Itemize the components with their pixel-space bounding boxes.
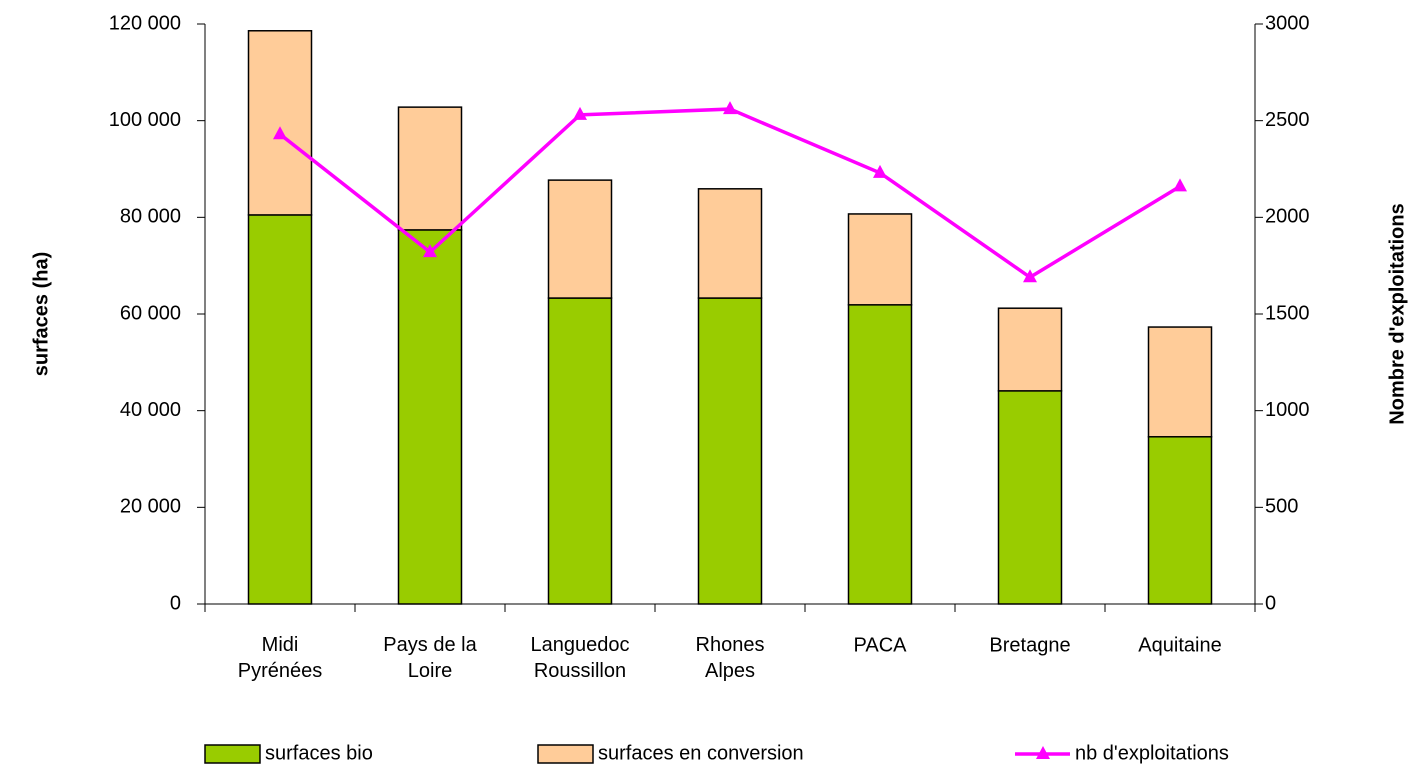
bar [847, 304, 913, 605]
bar [847, 213, 913, 306]
y-tick-label: 80 000 [120, 206, 181, 228]
y-tick-label: 60 000 [120, 302, 181, 324]
y2-tick-label: 500 [1265, 496, 1298, 518]
y2-tick-label: 0 [1265, 592, 1276, 614]
y-tick-label: 100 000 [109, 109, 181, 131]
x-tick-label: PACA [854, 634, 908, 656]
legend-label: nb d'exploitations [1075, 742, 1229, 764]
line-marker [1173, 178, 1187, 192]
line-marker [873, 164, 887, 178]
y-axis-title: surfaces (ha) [30, 252, 52, 377]
line-marker [1023, 269, 1037, 283]
bar [247, 30, 313, 216]
y2-tick-label: 1000 [1265, 399, 1310, 421]
legend-swatch [204, 744, 261, 764]
bar [1147, 326, 1213, 438]
bar [697, 188, 763, 299]
bar [547, 179, 613, 299]
bar [397, 106, 463, 231]
line-marker [573, 106, 587, 120]
x-tick-label: Midi Pyrénées [238, 634, 323, 682]
y2-tick-label: 2500 [1265, 109, 1310, 131]
line-marker [273, 126, 287, 140]
bar [997, 307, 1063, 392]
line-marker [723, 101, 737, 115]
x-tick-label: Bretagne [989, 634, 1070, 656]
legend-label: surfaces bio [265, 742, 373, 764]
y-tick-label: 0 [170, 592, 181, 614]
bar [247, 214, 313, 605]
line-marker [423, 244, 437, 258]
y-tick-label: 40 000 [120, 399, 181, 421]
legend-label: surfaces en conversion [598, 742, 804, 764]
y2-tick-label: 1500 [1265, 302, 1310, 324]
bar [1147, 436, 1213, 605]
y-tick-label: 20 000 [120, 496, 181, 518]
y2-tick-label: 2000 [1265, 206, 1310, 228]
y-tick-label: 120 000 [109, 12, 181, 34]
bar [997, 390, 1063, 605]
y2-axis-title: Nombre d'exploitations [1386, 203, 1408, 424]
bar [697, 297, 763, 605]
y2-tick-label: 3000 [1265, 12, 1310, 34]
bar [397, 229, 463, 605]
x-tick-label: Pays de la Loire [383, 634, 477, 682]
bar [547, 297, 613, 605]
x-tick-label: Aquitaine [1138, 634, 1221, 656]
legend-swatch [537, 744, 594, 764]
legend-marker [1036, 746, 1050, 759]
x-tick-label: Rhones Alpes [696, 634, 765, 682]
x-tick-label: Languedoc Roussillon [531, 634, 630, 682]
